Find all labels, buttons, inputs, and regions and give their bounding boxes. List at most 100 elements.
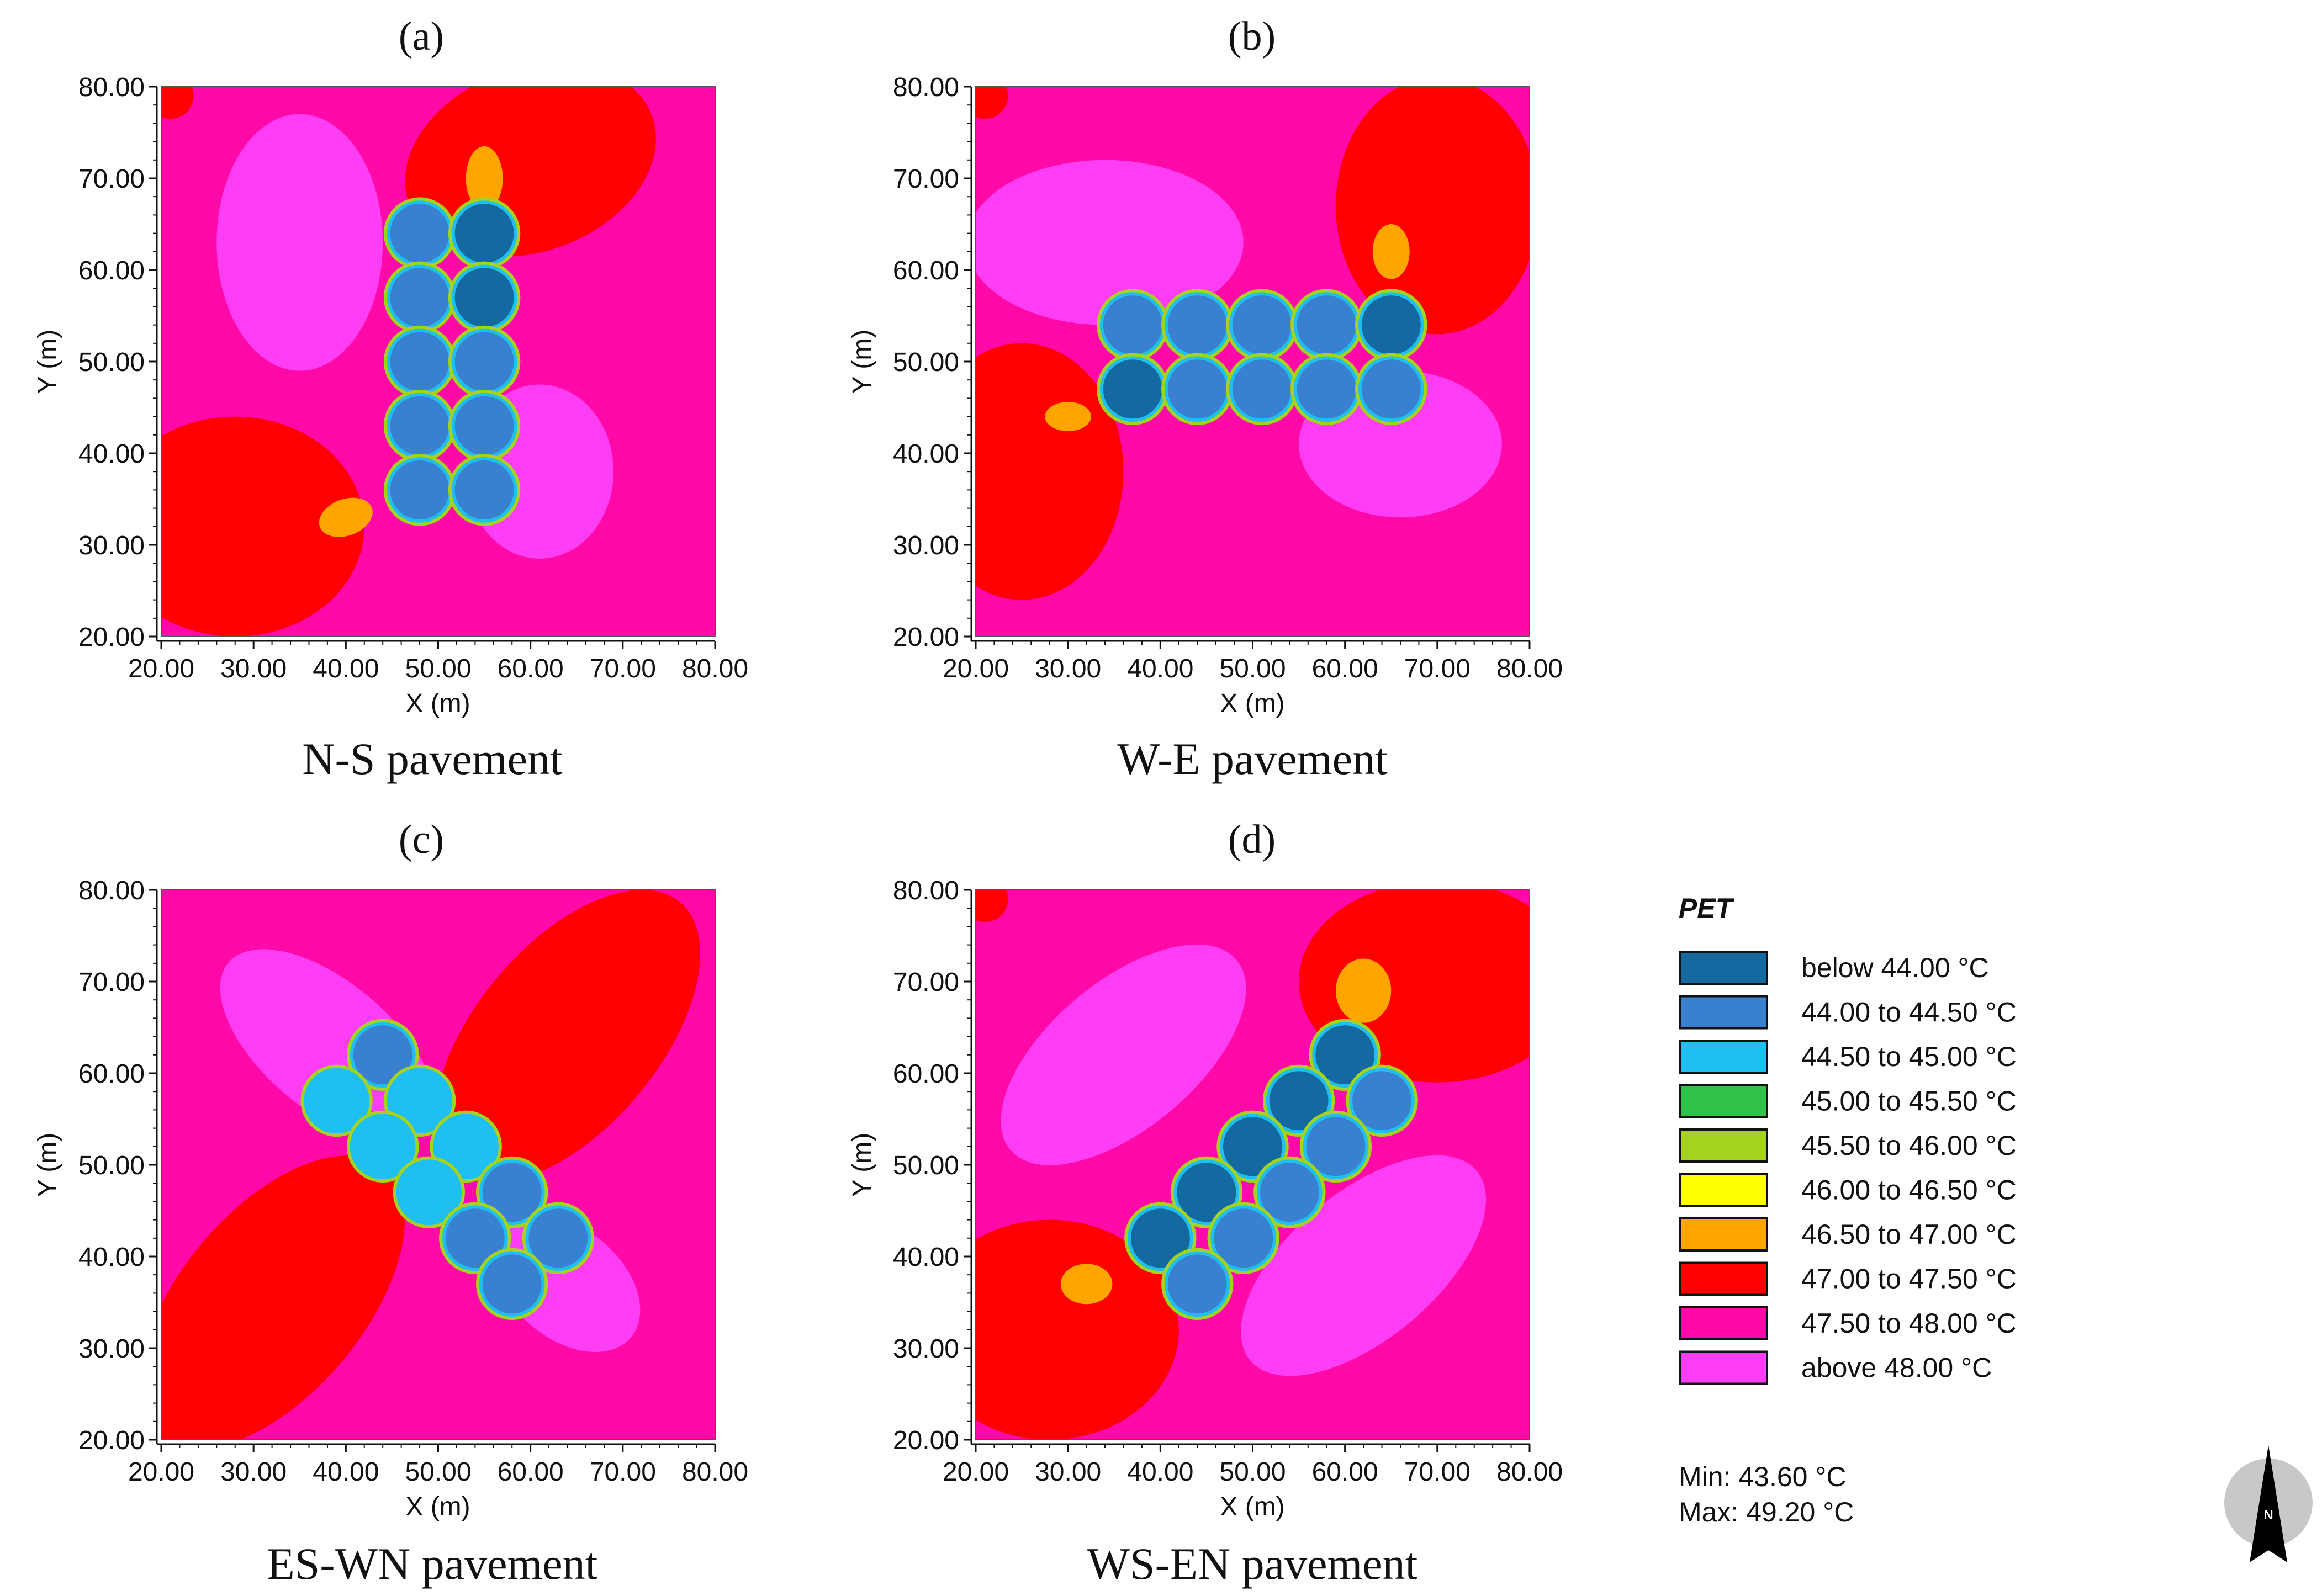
x-tick-label: 80.00 <box>682 1457 748 1487</box>
north-arrow-icon: N <box>2224 1445 2313 1562</box>
tree-canopy <box>347 1110 419 1183</box>
y-tick-label: 20.00 <box>78 623 145 652</box>
legend-swatch <box>1679 995 1768 1030</box>
tree-canopy <box>1226 289 1298 361</box>
tree-canopy-core <box>353 1117 412 1176</box>
panel-d-caption: WS-EN pavement <box>1087 1539 1418 1589</box>
panel-a-caption: N-S pavement <box>302 734 563 784</box>
legend-label: above 48.00 °C <box>1801 1353 1992 1383</box>
legend-label: 47.00 to 47.50 °C <box>1801 1264 2017 1295</box>
y-tick-label: 70.00 <box>893 968 959 997</box>
panel-c-label: (c) <box>399 817 444 862</box>
panel-c-ylabel: Y (m) <box>33 1133 62 1197</box>
panel-a-ylabel: Y (m) <box>33 330 62 394</box>
y-tick-label: 30.00 <box>78 1334 145 1364</box>
x-tick-label: 50.00 <box>405 1457 471 1487</box>
tree-canopy <box>1226 353 1298 425</box>
panel-b-xlabel: X (m) <box>1220 689 1284 718</box>
legend-swatch <box>1679 1128 1768 1163</box>
hot-spot-north <box>466 146 503 211</box>
tree-canopy-core <box>1269 1071 1329 1131</box>
tree-canopy-core <box>1361 359 1421 419</box>
x-tick-label: 80.00 <box>1496 1457 1563 1487</box>
y-tick-label: 40.00 <box>78 439 145 469</box>
legend-items: below 44.00 °C 44.00 to 44.50 °C 44.50 to … <box>1679 951 2017 1385</box>
cool-zone-north-west <box>220 949 435 1142</box>
tree-canopy-core <box>454 268 514 327</box>
legend-swatch <box>1679 1306 1768 1340</box>
y-tick-label: 80.00 <box>78 876 145 905</box>
max-value: Max: 49.20 °C <box>1679 1497 1854 1528</box>
tree-canopy <box>1161 1248 1234 1320</box>
tree-canopy-core <box>390 204 449 263</box>
tree-canopy-core <box>1297 295 1356 355</box>
y-tick-label: 50.00 <box>893 1151 959 1180</box>
y-tick-label: 20.00 <box>893 1426 959 1455</box>
tree-canopy <box>393 1156 465 1228</box>
legend-item: below 44.00 °C <box>1679 951 1989 985</box>
legend-label: 47.50 to 48.00 °C <box>1801 1308 2017 1339</box>
tree-canopy-core <box>1306 1117 1366 1176</box>
tree-canopy <box>1290 289 1363 361</box>
y-tick-label: 80.00 <box>893 73 959 102</box>
tree-canopy-core <box>353 1025 412 1085</box>
legend: PET below 44.00 °C 44.00 to 44.50 °C 44.50… <box>1679 893 2017 1528</box>
panel-d-plot-area <box>976 890 1530 1440</box>
warm-zone-south-west <box>161 1155 405 1440</box>
legend-label: 46.00 to 46.50 °C <box>1801 1175 2017 1206</box>
plot-frame <box>975 86 1530 637</box>
tree-canopy <box>1290 353 1363 425</box>
legend-swatch <box>1679 1173 1768 1207</box>
y-tick-label: 20.00 <box>78 1426 145 1455</box>
panel-d: (d) 20.00 30.00 40.00 50.00 60.00 70.00 80.002… <box>848 817 1563 1589</box>
legend-swatch <box>1679 951 1768 985</box>
x-tick-label: 30.00 <box>220 1457 287 1487</box>
plot-frame <box>161 889 716 1440</box>
panel-b-axes: 20.00 30.00 40.00 50.00 60.00 70.00 80.00 20.00… <box>893 73 1563 683</box>
x-tick-label: 40.00 <box>1127 654 1193 683</box>
tree-canopy-core <box>307 1071 367 1131</box>
panel-d-label: (d) <box>1228 817 1276 862</box>
x-tick-label: 20.00 <box>128 1457 194 1487</box>
panel-c-plot-area <box>161 890 715 1440</box>
x-tick-label: 30.00 <box>1035 654 1101 683</box>
tree-canopy <box>1161 353 1234 425</box>
tree-canopy <box>383 325 456 398</box>
y-tick-label: 50.00 <box>78 348 145 377</box>
tree-canopy-core <box>390 268 449 327</box>
legend-item: above 48.00 °C <box>1679 1350 1992 1385</box>
tree-canopy <box>1355 353 1427 425</box>
tree-canopy <box>1346 1064 1418 1137</box>
y-tick-label: 60.00 <box>78 1059 145 1089</box>
min-value: Min: 43.60 °C <box>1679 1461 1846 1492</box>
x-tick-label: 30.00 <box>220 654 287 683</box>
tree-canopy <box>448 197 521 269</box>
warm-corner-north-west <box>161 87 194 119</box>
tree-canopy <box>1299 1110 1372 1183</box>
y-tick-label: 70.00 <box>78 165 145 194</box>
x-tick-label: 60.00 <box>498 1457 564 1487</box>
tree-canopy <box>1262 1064 1335 1137</box>
legend-item: 44.00 to 44.50 °C <box>1679 995 2017 1030</box>
panel-a: (a) 20.00 30.00 40.00 50.00 60.00 70.00 80.002… <box>33 14 748 784</box>
legend-item: 45.00 to 45.50 °C <box>1679 1084 2017 1118</box>
x-tick-label: 50.00 <box>1219 1457 1286 1487</box>
tree-canopy <box>383 454 456 526</box>
x-tick-label: 20.00 <box>943 654 1009 683</box>
y-tick-label: 40.00 <box>893 439 959 469</box>
warm-zone-south-west <box>976 343 1124 600</box>
x-tick-label: 40.00 <box>1127 1457 1193 1487</box>
tree-canopy-core <box>1315 1025 1375 1085</box>
tree-canopy-core <box>528 1208 588 1268</box>
warm-corner-north-west <box>976 890 1008 922</box>
x-tick-label: 70.00 <box>590 1457 656 1487</box>
compass-letter: N <box>2263 1508 2273 1523</box>
tree-canopy-core <box>1177 1163 1236 1222</box>
legend-swatch <box>1679 1350 1768 1385</box>
tree-canopy-core <box>454 332 514 391</box>
legend-label: 45.00 to 45.50 °C <box>1801 1086 2017 1117</box>
plot-frame <box>975 889 1530 1440</box>
legend-item: 45.50 to 46.00 °C <box>1679 1128 2017 1163</box>
panel-d-xlabel: X (m) <box>1220 1492 1284 1521</box>
y-tick-label: 60.00 <box>893 256 959 285</box>
